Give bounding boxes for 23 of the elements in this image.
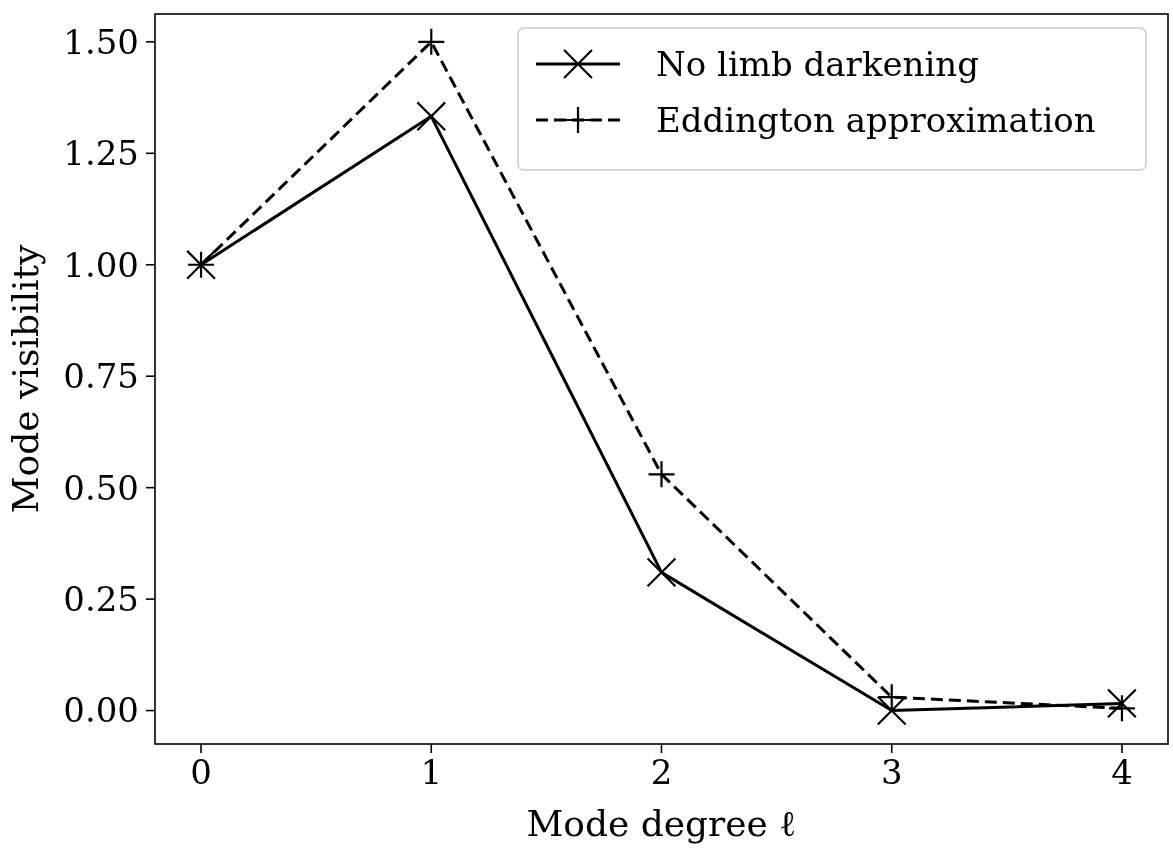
x-tick-label: 2 [650, 752, 673, 792]
point [416, 101, 447, 132]
point [878, 684, 905, 711]
legend-label: No limb darkening [656, 43, 980, 84]
y-tick-label: 1.00 [63, 244, 139, 285]
y-axis-title: Mode visibility [5, 244, 46, 514]
y-tick-label: 0.50 [63, 467, 139, 508]
x-tick-label: 0 [190, 752, 212, 792]
point [876, 695, 907, 726]
y-tick-label: 0.75 [63, 356, 139, 397]
point [418, 28, 445, 55]
x-axis-title: Mode degree ℓ [526, 803, 797, 844]
point [646, 557, 677, 588]
y-tick-label: 1.50 [63, 21, 139, 62]
x-tick-label: 1 [420, 752, 443, 792]
x-tick-label: 3 [880, 752, 903, 792]
point [648, 461, 675, 488]
point [1108, 695, 1135, 722]
y-tick-label: 0.25 [63, 579, 139, 620]
y-tick-label: 0.00 [63, 690, 139, 731]
x-tick-label: 4 [1111, 752, 1133, 792]
legend-label: Eddington approximation [656, 99, 1096, 140]
y-tick-label: 1.25 [63, 133, 139, 174]
